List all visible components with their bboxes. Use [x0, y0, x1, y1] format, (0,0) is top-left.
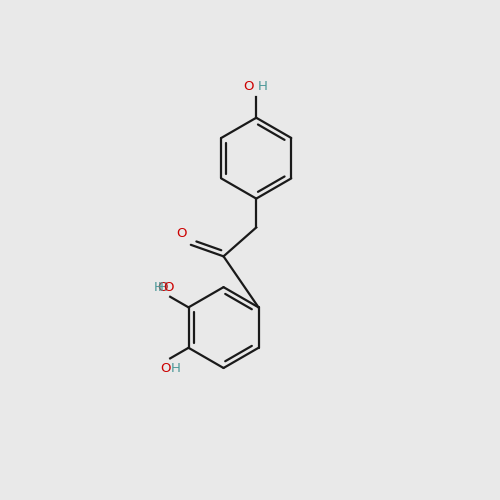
Text: H: H	[171, 362, 181, 375]
Text: O: O	[163, 282, 173, 294]
Text: O: O	[243, 80, 254, 94]
Text: H: H	[258, 80, 268, 94]
Text: H: H	[158, 280, 168, 293]
Text: O: O	[176, 227, 187, 240]
Text: H: H	[154, 282, 164, 294]
Text: O: O	[157, 280, 168, 293]
Text: O: O	[160, 362, 171, 375]
